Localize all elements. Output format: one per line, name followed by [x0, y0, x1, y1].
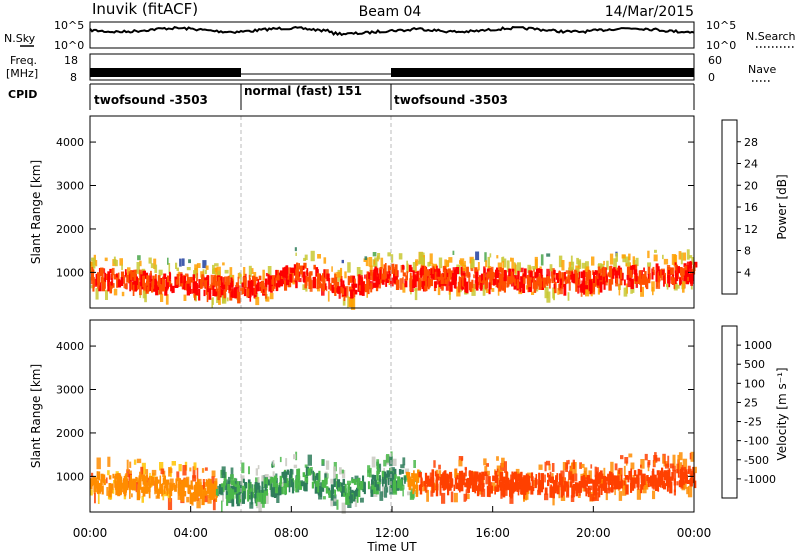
x-tick-label: 12:00 — [375, 526, 410, 540]
y-tick-label: 2000 — [56, 427, 84, 440]
colorbar-tick: 16 — [744, 201, 758, 214]
x-tick-label: 00:00 — [677, 526, 712, 540]
beam-title: Beam 04 — [359, 4, 422, 20]
velocity-colorbar-ticks: 1000 500 100 25 -25 -100 -500 -1000 — [737, 339, 776, 486]
velocity-colorbar-label: Velocity [m s⁻¹] — [775, 367, 789, 460]
freq-tick-top: 18 — [64, 54, 78, 67]
colorbar-tick: 12 — [744, 223, 758, 236]
colorbar-tick: -100 — [744, 435, 769, 448]
time-xlabel: Time UT — [366, 540, 417, 554]
freq-panel: Freq. [MHz] 18 8 60 0 Nave — [6, 53, 776, 84]
colorbar-tick: 500 — [744, 358, 765, 371]
colorbar-tick: 25 — [744, 396, 758, 409]
freq-block-2 — [391, 68, 694, 77]
nsky-panel: N.Sky 10^5 10^0 10^5 10^0 N.Search — [4, 19, 796, 52]
velocity-panel: 1000 2000 3000 4000 00:00 04:00 08:00 12:00 16:… — [29, 319, 712, 554]
velocity-colorbar: 1000 500 100 25 -25 -100 -500 -1000 Velocity [m… — [721, 325, 789, 499]
cpid-segment-2: normal (fast) 151 — [244, 84, 362, 98]
velocity-y-axis: 1000 2000 3000 4000 — [56, 340, 694, 483]
power-data-layer — [90, 247, 698, 310]
y-tick-label: 4000 — [56, 136, 84, 149]
y-tick-label: 3000 — [56, 180, 84, 193]
nsearch-tick-bottom: 10^0 — [706, 39, 736, 52]
velocity-data-layer — [90, 451, 697, 514]
y-tick-label: 3000 — [56, 384, 84, 397]
cpid-segment-1: twofsound -3503 — [94, 93, 208, 107]
y-tick-label: 2000 — [56, 223, 84, 236]
colorbar-tick: -500 — [744, 454, 769, 467]
nave-tick-bottom: 0 — [708, 71, 715, 84]
colorbar-tick: 1000 — [744, 339, 772, 352]
nsky-tick-bottom: 10^0 — [54, 39, 84, 52]
freq-tick-bottom: 8 — [70, 71, 77, 84]
nsearch-tick-top: 10^5 — [706, 19, 736, 32]
colorbar-tick: 100 — [744, 377, 765, 390]
nave-label: Nave — [748, 63, 776, 76]
freq-label-line2: [MHz] — [6, 67, 38, 80]
velocity-ylabel: Slant Range [km] — [29, 364, 43, 468]
station-title: Inuvik (fitACF) — [92, 0, 198, 18]
nave-tick-top: 60 — [708, 54, 722, 67]
power-colorbar-ticks: 28 24 20 16 12 8 4 — [737, 136, 758, 279]
power-y-axis: 1000 2000 3000 4000 — [56, 136, 694, 279]
colorbar-tick: 28 — [744, 136, 758, 149]
nsky-label: N.Sky — [4, 32, 36, 45]
colorbar-tick: 4 — [744, 266, 751, 279]
x-tick-label: 00:00 — [73, 526, 108, 540]
power-colorbar-label: Power [dB] — [775, 174, 789, 239]
cpid-label: CPID — [8, 88, 37, 101]
freq-block-1 — [90, 68, 241, 77]
x-tick-label: 04:00 — [173, 526, 208, 540]
nsky-series — [89, 25, 695, 37]
cpid-segment-3: twofsound -3503 — [394, 93, 508, 107]
nsearch-label: N.Search — [746, 30, 796, 43]
power-ylabel: Slant Range [km] — [29, 160, 43, 264]
time-x-axis: 00:00 04:00 08:00 12:00 16:00 20:00 00:00 — [73, 506, 712, 540]
date-title: 14/Mar/2015 — [605, 4, 694, 20]
y-tick-label: 4000 — [56, 340, 84, 353]
colorbar-tick: 8 — [744, 245, 751, 258]
power-panel: 1000 2000 3000 4000 Slant Range [km] — [29, 115, 698, 310]
freq-label-line1: Freq. — [10, 54, 37, 67]
nsky-tick-top: 10^5 — [54, 19, 84, 32]
power-colorbar: 28 24 20 16 12 8 4 Power [dB] — [721, 119, 789, 295]
x-tick-label: 08:00 — [274, 526, 309, 540]
cpid-row: CPID twofsound -3503 normal (fast) 151 t… — [8, 83, 695, 110]
x-tick-label: 20:00 — [576, 526, 611, 540]
y-tick-label: 1000 — [56, 266, 84, 279]
colorbar-tick: -25 — [744, 416, 762, 429]
colorbar-tick: -1000 — [744, 473, 776, 486]
colorbar-tick: 20 — [744, 179, 758, 192]
colorbar-tick: 24 — [744, 158, 758, 171]
y-tick-label: 1000 — [56, 470, 84, 483]
x-tick-label: 16:00 — [475, 526, 510, 540]
